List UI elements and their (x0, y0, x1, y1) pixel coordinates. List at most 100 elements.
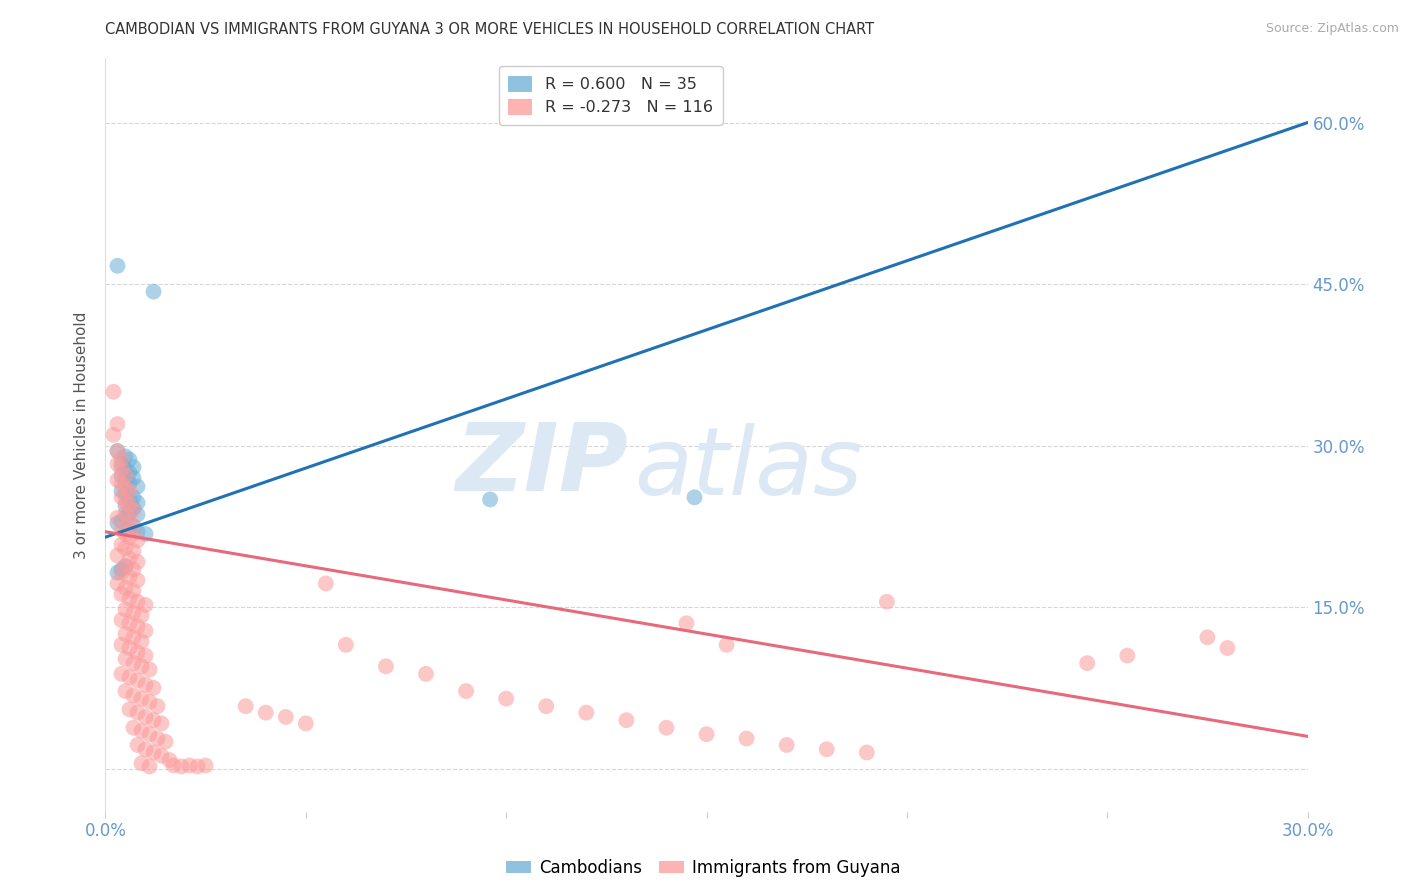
Point (135, 710, 157, 724)
Point (127, 706, 149, 720)
Point (138, 759, 160, 773)
Point (118, 570, 141, 584)
Point (127, 738, 149, 752)
Point (254, 706, 277, 720)
Point (107, 473, 129, 487)
Point (454, 684, 477, 698)
Point (135, 598, 157, 612)
Point (616, 713, 638, 727)
Point (118, 551, 141, 566)
Point (122, 584, 145, 599)
Point (696, 727, 718, 741)
Point (118, 523, 141, 537)
Point (1197, 630, 1219, 644)
Point (655, 721, 678, 735)
Point (110, 462, 132, 476)
Point (335, 638, 357, 652)
Point (122, 562, 145, 576)
Point (127, 673, 149, 688)
Point (122, 689, 145, 703)
Point (118, 452, 141, 467)
Point (110, 613, 132, 627)
Point (876, 595, 898, 609)
Point (122, 519, 145, 533)
Point (118, 466, 141, 480)
Point (110, 491, 132, 505)
Point (114, 652, 136, 666)
Point (107, 510, 129, 524)
Point (114, 499, 136, 513)
Point (114, 482, 136, 496)
Point (127, 595, 149, 609)
Point (159, 753, 181, 767)
Point (131, 608, 153, 623)
Point (179, 758, 201, 772)
Point (127, 524, 149, 539)
Point (131, 756, 153, 771)
Point (107, 444, 129, 458)
Point (315, 576, 337, 591)
Point (122, 721, 145, 735)
Point (114, 627, 136, 641)
Point (110, 566, 132, 580)
Point (118, 616, 141, 631)
Text: atlas: atlas (634, 424, 863, 515)
Point (118, 476, 141, 491)
Point (127, 479, 149, 493)
Point (142, 746, 165, 760)
Point (131, 634, 153, 648)
Point (114, 559, 136, 574)
Point (131, 723, 153, 738)
Point (118, 702, 141, 716)
Point (1216, 641, 1239, 656)
Point (107, 444, 129, 458)
Point (107, 417, 129, 431)
Point (118, 591, 141, 606)
Point (127, 533, 149, 548)
Point (135, 742, 157, 756)
Point (127, 573, 149, 587)
Point (114, 494, 136, 508)
Point (683, 491, 706, 505)
Point (138, 663, 160, 677)
Point (374, 659, 398, 673)
Point (122, 460, 145, 475)
Point (110, 666, 132, 681)
Point (146, 731, 169, 746)
Point (146, 699, 169, 714)
Point (142, 713, 165, 727)
Point (107, 259, 129, 273)
Point (122, 519, 145, 533)
Point (114, 474, 136, 488)
Point (127, 496, 149, 510)
Point (114, 602, 136, 616)
Point (187, 759, 209, 773)
Point (110, 538, 132, 552)
Point (155, 735, 177, 749)
Legend: R = 0.600   N = 35, R = -0.273   N = 116: R = 0.600 N = 35, R = -0.273 N = 116 (499, 66, 723, 125)
Point (114, 581, 136, 595)
Point (127, 508, 149, 522)
Point (150, 748, 173, 763)
Point (855, 746, 877, 760)
Point (110, 457, 132, 471)
Legend: Cambodians, Immigrants from Guyana: Cambodians, Immigrants from Guyana (499, 853, 907, 884)
Point (135, 527, 157, 541)
Point (107, 566, 129, 580)
Point (114, 527, 136, 541)
Point (575, 706, 598, 720)
Point (110, 468, 132, 483)
Point (114, 559, 136, 574)
Point (131, 691, 153, 706)
Point (118, 670, 141, 684)
Point (127, 645, 149, 659)
Point (114, 510, 136, 524)
Point (114, 462, 136, 476)
Text: ZIP: ZIP (456, 419, 628, 511)
Point (131, 659, 153, 673)
Point (114, 507, 136, 521)
Point (110, 523, 132, 537)
Point (110, 483, 132, 498)
Point (135, 648, 157, 663)
Point (110, 562, 132, 576)
